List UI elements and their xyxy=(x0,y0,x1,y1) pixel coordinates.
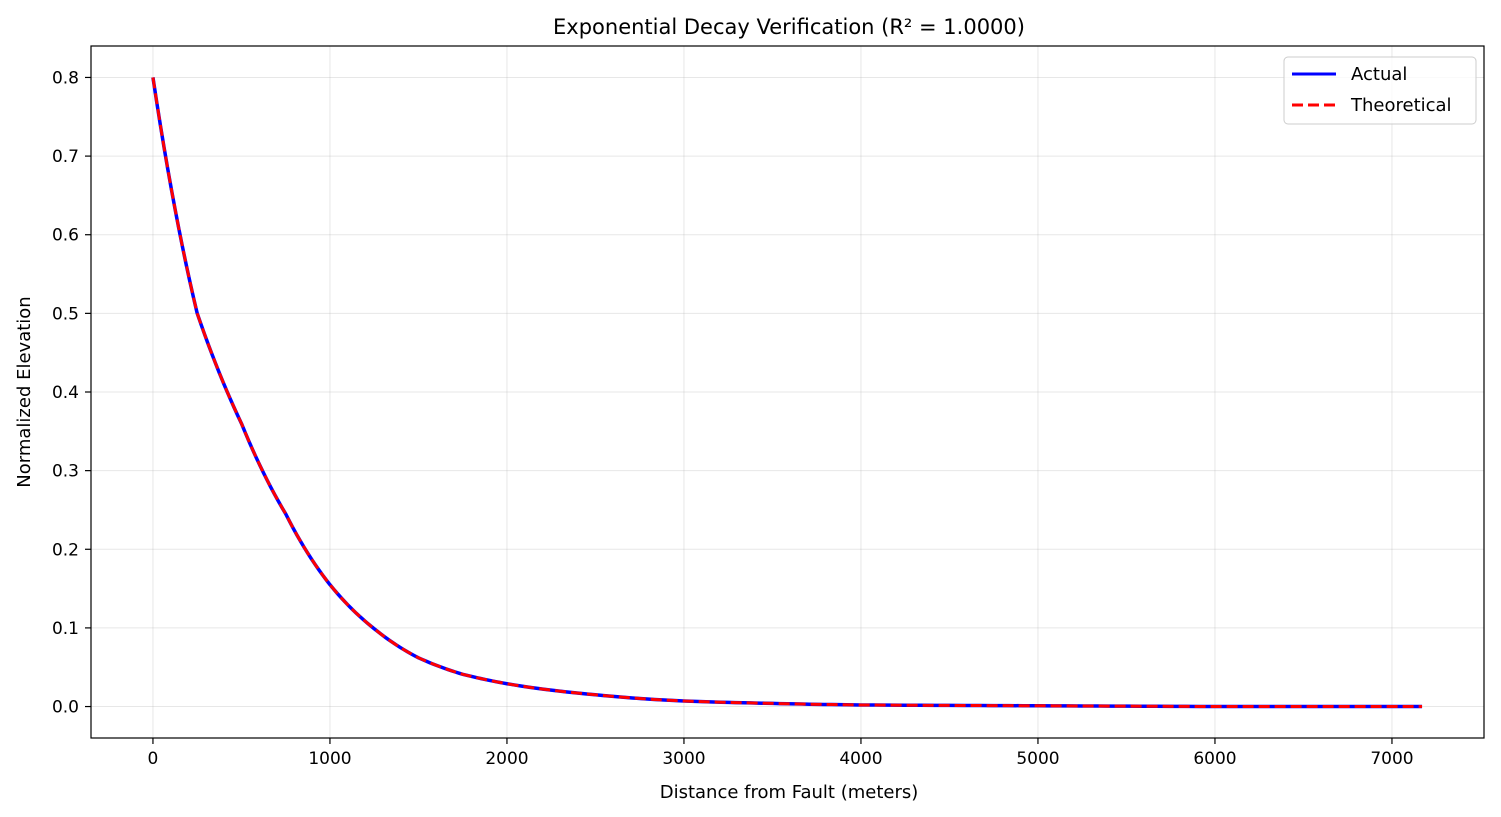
y-tick-label: 0.5 xyxy=(52,304,79,324)
legend-label-theoretical: Theoretical xyxy=(1350,95,1452,116)
plot-series xyxy=(151,77,1423,709)
y-tick-label: 0.8 xyxy=(52,68,79,88)
axes: 0 1000 2000 3000 4000 5000 6000 7000 0.0 0.1 0.2 0.… xyxy=(52,45,1485,769)
x-tick-label: 4000 xyxy=(839,749,882,769)
x-tick-label: 6000 xyxy=(1193,749,1236,769)
y-tick-label: 0.0 xyxy=(52,698,79,718)
legend: Actual Theoretical xyxy=(1283,56,1477,125)
x-axis-title: Distance from Fault (meters) xyxy=(660,782,919,803)
x-tick-label: 2000 xyxy=(485,749,528,769)
y-tick-label: 0.2 xyxy=(52,540,79,560)
y-tick-label: 0.6 xyxy=(52,226,79,246)
x-tick-label: 5000 xyxy=(1016,749,1059,769)
y-tick-label: 0.3 xyxy=(52,462,79,482)
x-tick-label: 1000 xyxy=(308,749,351,769)
legend-label-actual: Actual xyxy=(1351,64,1407,85)
chart-title: Exponential Decay Verification (R² = 1.0… xyxy=(553,15,1025,39)
x-tick-label: 7000 xyxy=(1370,749,1413,769)
y-tick-label: 0.1 xyxy=(52,619,79,639)
x-tick-label: 3000 xyxy=(662,749,705,769)
x-tick-label: 0 xyxy=(148,749,159,769)
series-line-actual xyxy=(151,77,1423,709)
grid xyxy=(91,46,1484,738)
y-axis-title: Normalized Elevation xyxy=(14,296,35,487)
y-tick-label: 0.7 xyxy=(52,147,79,167)
y-tick-label: 0.4 xyxy=(52,383,79,403)
